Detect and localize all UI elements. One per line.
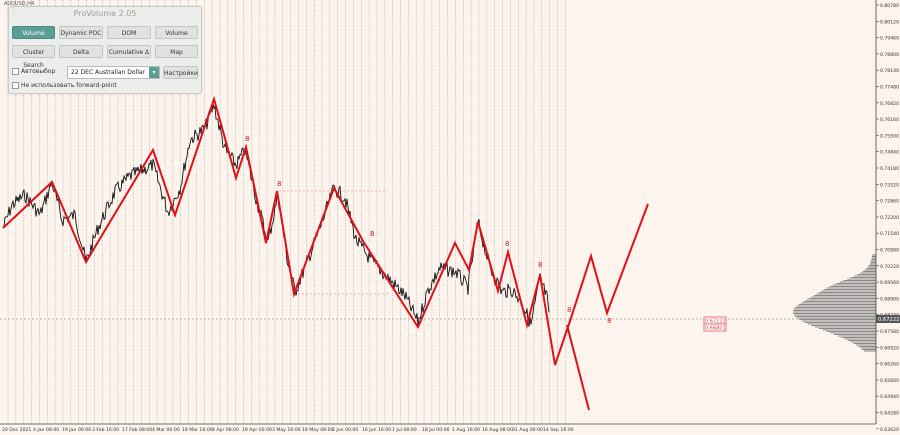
time-tick-label: 2 Jun 00:00: [332, 427, 358, 433]
dynamic-poc-button[interactable]: Dynamic POC: [59, 26, 103, 39]
volume-button[interactable]: Volume: [155, 26, 198, 39]
wave-label: 8: [245, 135, 249, 143]
price-tick-label: 0.80120: [880, 19, 899, 25]
volume-profile-button[interactable]: Volume Profile: [12, 26, 55, 50]
price-tick-label: 0.78140: [880, 68, 899, 74]
period-separators: [7, 0, 566, 424]
time-tick-label: 14 Sep 16:00: [543, 427, 574, 433]
price-tick-label: 0.75500: [880, 133, 899, 139]
price-tick-label: 0.70220: [880, 264, 899, 270]
price-tick-label: 0.74840: [880, 150, 899, 156]
price-tick-label: 0.70880: [880, 248, 899, 254]
price-tick-label: 0.80780: [880, 3, 899, 9]
panel-title: ProVolume 2.05: [73, 9, 137, 18]
map-button[interactable]: Map: [155, 45, 198, 58]
time-tick-label: 19 Jan 00:00: [62, 427, 91, 433]
chevron-down-icon[interactable]: ▾: [149, 67, 159, 78]
fibo-box: [279, 190, 388, 295]
price-tags: 0.67222 0.66801: [703, 316, 727, 332]
wave-label: 8: [277, 180, 281, 188]
price-tick-label: 0.69560: [880, 280, 899, 286]
wave-labels: 8 8 8 8 8 8 8: [245, 135, 611, 325]
auto-select-checkbox[interactable]: [12, 68, 19, 75]
price-tick-label: 0.78800: [880, 52, 899, 58]
price-tick-label: 0.72860: [880, 199, 899, 205]
price-tick-label: 0.73520: [880, 182, 899, 188]
wave-label: 8: [607, 317, 611, 325]
time-tick-label: 17 Feb 08:00: [122, 427, 152, 433]
time-tick-label: 3 May 16:00: [272, 427, 301, 433]
time-tick-label: 19 Apr 00:00: [242, 427, 272, 433]
time-tick-label: 20 Dec 2021: [2, 427, 31, 433]
wave-label: 8: [505, 240, 509, 248]
price-tick-label: 0.64940: [880, 394, 899, 400]
price-tick-label: 0.68900: [880, 296, 899, 302]
auto-select-label: Автовыбор: [21, 68, 56, 75]
time-tick-label: 18 Mar 16:00: [182, 427, 213, 433]
time-tick-label: 18 May 08:00: [302, 427, 334, 433]
cumulative-delta-button[interactable]: Cumulative Δ: [107, 45, 151, 58]
instrument-value: 22 DEC Australian Dollar: [71, 69, 146, 76]
current-price-label: 0.67222: [878, 317, 899, 323]
price-tick-label: 0.66260: [880, 362, 899, 368]
price-candles: [2, 103, 550, 327]
instrument-select[interactable]: 22 DEC Australian Dollar ▾: [67, 66, 160, 79]
wave-label: 8: [370, 230, 374, 238]
forward-point-checkbox[interactable]: [12, 82, 19, 89]
price-tick-label: 0.66920: [880, 345, 899, 351]
time-tick-label: 16 Jun 16:00: [362, 427, 391, 433]
price-tick-label: 0.67580: [880, 329, 899, 335]
price-tick-label: 0.71540: [880, 231, 899, 237]
price-tick-label: 0.74180: [880, 166, 899, 172]
current-price-marker: [876, 315, 900, 323]
time-tick-label: 4 Jan 08:00: [33, 427, 59, 433]
forward-point-label: Не использовать forward-point: [21, 82, 117, 89]
time-tick-label: 4 Mar 00:00: [152, 427, 180, 433]
price-tick-label: 0.63620: [880, 427, 899, 433]
price-tick-label: 0.76820: [880, 101, 899, 107]
provolume-panel: ⋮ ProVolume 2.05 Volume Profile Dynamic …: [8, 6, 202, 94]
wave-label: 8: [567, 306, 571, 314]
time-tick-label: 31 Aug 00:00: [512, 427, 543, 433]
time-tick-label: 18 Jul 00:00: [422, 427, 450, 433]
time-axis[interactable]: 20 Dec 2021 4 Jan 08:00 19 Jan 00:00 3 Feb …: [2, 427, 574, 433]
time-tick-label: 1 Jul 08:00: [392, 427, 417, 433]
time-tick-label: 1 Aug 16:00: [452, 427, 480, 433]
price-tick-label: 0.79460: [880, 36, 899, 42]
price-tag-1-text: 0.67222: [705, 319, 726, 325]
delta-button[interactable]: Delta: [59, 45, 103, 58]
settings-button[interactable]: Настройки: [163, 66, 198, 79]
time-tick-label: 3 Feb 16:00: [92, 427, 119, 433]
price-tick-label: 0.65600: [880, 378, 899, 384]
price-axis[interactable]: 0.80780 0.80120 0.79460 0.78800 0.78140 0.774…: [876, 3, 899, 433]
wave-projection: [2, 95, 649, 366]
time-tick-label: 16 Aug 08:00: [482, 427, 513, 433]
time-tick-label: 4 Apr 08:00: [212, 427, 239, 433]
price-tick-label: 0.76160: [880, 117, 899, 123]
symbol-label: AUDUSD,H4: [4, 1, 35, 7]
cluster-search-button[interactable]: Cluster Search: [12, 45, 55, 69]
price-tag-2: [703, 323, 727, 332]
volume-profile-histogram: [792, 254, 876, 352]
price-tick-label: 0.64280: [880, 411, 899, 417]
dom-button[interactable]: DOM: [107, 26, 151, 39]
price-tag-2-text: 0.66801: [705, 326, 726, 332]
drag-handle-icon[interactable]: ⋮: [11, 7, 16, 13]
price-tick-label: 0.72200: [880, 215, 899, 221]
wave-label: 8: [538, 261, 542, 269]
wave-projection-down: [566, 324, 590, 411]
price-tick-label: 0.77480: [880, 85, 899, 91]
